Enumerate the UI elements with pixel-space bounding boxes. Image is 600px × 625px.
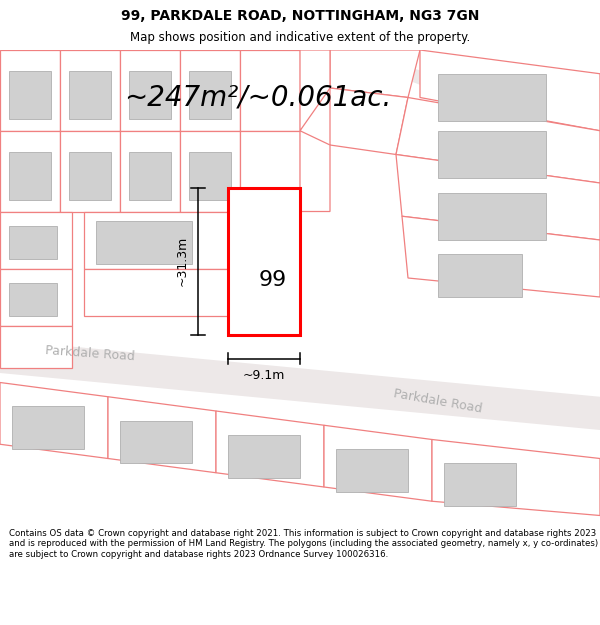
Polygon shape (120, 131, 180, 211)
Polygon shape (432, 439, 600, 516)
Bar (9, 71, 51, 119)
Polygon shape (0, 269, 72, 326)
Bar (69, 152, 111, 199)
Bar (9, 152, 51, 199)
Text: ~247m²/~0.061ac.: ~247m²/~0.061ac. (124, 84, 392, 111)
Polygon shape (228, 188, 300, 335)
Polygon shape (84, 211, 228, 269)
Polygon shape (216, 411, 324, 487)
Polygon shape (0, 340, 600, 430)
Polygon shape (0, 382, 108, 459)
Bar (96, 221, 192, 264)
Bar (438, 254, 522, 297)
Polygon shape (396, 98, 600, 183)
Text: Parkdale Road: Parkdale Road (392, 388, 484, 416)
Polygon shape (402, 216, 600, 297)
Polygon shape (180, 50, 240, 131)
Polygon shape (330, 50, 600, 154)
Polygon shape (240, 131, 300, 211)
Bar (12, 406, 84, 449)
Text: 99: 99 (259, 271, 287, 291)
Bar (438, 74, 546, 121)
Bar (438, 131, 546, 178)
Polygon shape (300, 50, 330, 131)
Polygon shape (120, 50, 180, 131)
Text: 99, PARKDALE ROAD, NOTTINGHAM, NG3 7GN: 99, PARKDALE ROAD, NOTTINGHAM, NG3 7GN (121, 9, 479, 23)
Polygon shape (60, 131, 120, 211)
Bar (336, 449, 408, 492)
Polygon shape (396, 154, 600, 240)
Bar (189, 71, 231, 119)
Polygon shape (324, 425, 432, 501)
Bar (129, 71, 171, 119)
Polygon shape (330, 88, 408, 154)
Bar (438, 192, 546, 240)
Polygon shape (0, 131, 60, 211)
Bar (69, 71, 111, 119)
Polygon shape (60, 50, 120, 131)
Bar (120, 421, 192, 463)
Text: Contains OS data © Crown copyright and database right 2021. This information is : Contains OS data © Crown copyright and d… (9, 529, 598, 559)
Text: Map shows position and indicative extent of the property.: Map shows position and indicative extent… (130, 31, 470, 44)
Bar (9, 282, 57, 316)
Bar (228, 435, 300, 478)
Polygon shape (0, 50, 60, 131)
Polygon shape (108, 397, 216, 472)
Bar (444, 463, 516, 506)
Polygon shape (420, 50, 600, 131)
Polygon shape (180, 131, 240, 211)
Bar (9, 226, 57, 259)
Text: Parkdale Road: Parkdale Road (45, 344, 135, 364)
Bar (129, 152, 171, 199)
Polygon shape (84, 269, 228, 316)
Polygon shape (300, 131, 330, 211)
Polygon shape (240, 50, 300, 131)
Polygon shape (0, 326, 72, 368)
Text: ~31.3m: ~31.3m (176, 236, 189, 286)
Polygon shape (0, 211, 72, 269)
Text: ~9.1m: ~9.1m (243, 369, 285, 382)
Polygon shape (330, 50, 420, 98)
Bar (189, 152, 231, 199)
